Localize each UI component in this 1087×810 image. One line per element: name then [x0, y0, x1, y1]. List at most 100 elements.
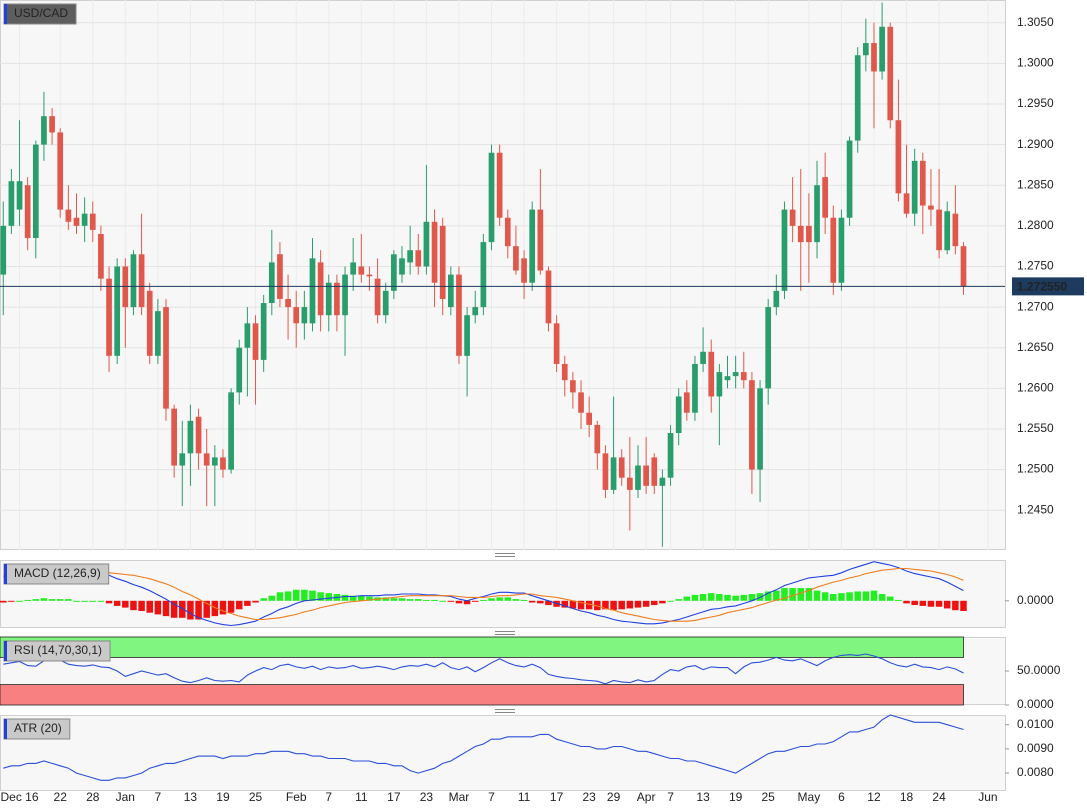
x-tick-label: 25: [249, 790, 263, 804]
candle-body: [285, 298, 291, 308]
candle-body: [203, 453, 210, 466]
histogram-bar: [781, 588, 788, 601]
indicator-line: [3, 567, 964, 622]
x-tick-label: 28: [86, 790, 100, 804]
pane-label-text: RSI (14,70,30,1): [14, 643, 102, 657]
histogram-bar: [455, 600, 463, 604]
candle-body: [854, 55, 861, 141]
y-tick-label: 0.0000: [1017, 593, 1054, 607]
histogram-bar: [740, 594, 748, 601]
y-tick-label: 0.0080: [1017, 765, 1054, 779]
candle-body: [700, 351, 706, 364]
histogram-bar: [349, 595, 357, 601]
histogram-bar: [585, 600, 593, 610]
histogram-bar: [659, 600, 666, 604]
candle-body: [919, 160, 926, 206]
candle-body: [797, 225, 804, 243]
histogram-bar: [480, 599, 487, 601]
candle-body: [480, 242, 487, 308]
candle-body: [244, 323, 251, 348]
x-tick-label: 7: [155, 790, 162, 804]
candle-body: [439, 225, 446, 299]
candle-body: [488, 152, 495, 243]
histogram-bar: [358, 595, 365, 601]
candle-body: [838, 217, 845, 283]
histogram-bar: [707, 593, 715, 601]
candle-body: [749, 380, 755, 470]
candle-body: [887, 26, 894, 121]
candle-body: [89, 213, 96, 230]
histogram-bar: [366, 596, 373, 601]
candle-body: [456, 274, 462, 356]
histogram-bar: [179, 600, 186, 618]
candle-body: [350, 262, 357, 275]
y-tick-label: 0.0000: [1017, 697, 1054, 711]
x-tick-label: 17: [387, 790, 401, 804]
histogram-bar: [830, 594, 837, 601]
pane-label: MACD (12,26,9): [3, 563, 110, 585]
candle-body: [447, 274, 454, 308]
candle-body: [431, 221, 438, 283]
histogram-bar: [138, 600, 145, 611]
histogram-bar: [846, 592, 853, 601]
candle-body: [814, 185, 820, 243]
y-tick-label: 50.0000: [1017, 663, 1061, 677]
histogram-bar: [797, 588, 804, 601]
histogram-bar: [187, 600, 194, 620]
histogram-bar: [431, 599, 438, 601]
histogram-bar: [8, 600, 15, 602]
histogram-bar: [73, 600, 80, 602]
pane-grip[interactable]: [495, 553, 515, 713]
histogram-bar: [341, 594, 349, 601]
candle-body: [944, 211, 951, 251]
candle-body: [960, 246, 967, 287]
y-tick-label: 1.2800: [1017, 218, 1054, 232]
histogram-bar: [113, 600, 121, 606]
candle-body: [342, 274, 348, 316]
candle-body: [545, 270, 552, 324]
x-tick-label: 11: [355, 790, 368, 804]
candle-body: [407, 250, 413, 263]
candle-body: [301, 307, 308, 324]
candle-body: [195, 416, 202, 454]
pane-label-text: ATR (20): [14, 721, 62, 735]
histogram-bar: [154, 600, 162, 615]
candle-body: [806, 225, 812, 243]
x-tick-label: 29: [607, 790, 621, 804]
y-tick-label: 1.2950: [1017, 96, 1054, 110]
candle-body: [537, 209, 544, 271]
last-price-label: 1.272550: [1017, 280, 1067, 294]
candle-body: [692, 363, 698, 413]
candle-body: [675, 396, 682, 434]
candle-body: [635, 465, 641, 490]
candle-body: [732, 372, 739, 377]
candle-body: [391, 254, 397, 291]
x-tick-label: 13: [696, 790, 710, 804]
candle-body: [73, 217, 80, 226]
macd-pane: [0, 560, 1006, 628]
histogram-bar: [292, 589, 300, 601]
histogram-bar: [887, 596, 894, 601]
candle-body: [138, 254, 145, 308]
histogram-bar: [390, 598, 398, 601]
histogram-bar: [610, 600, 617, 611]
candle-body: [879, 26, 885, 72]
histogram-bar: [952, 600, 959, 611]
candle-body: [765, 307, 772, 389]
histogram-bar: [211, 600, 219, 617]
candle-body: [325, 282, 332, 316]
histogram-bar: [919, 600, 927, 606]
candle-body: [252, 323, 259, 360]
histogram-bar: [667, 600, 674, 602]
candle-body: [8, 181, 15, 226]
pane-label-strip: [4, 4, 7, 24]
candle-body: [220, 457, 226, 470]
candle-body: [553, 323, 560, 364]
histogram-bar: [317, 592, 324, 601]
candle-body: [16, 181, 23, 210]
pane-label: USD/CAD: [3, 3, 77, 25]
histogram-bar: [821, 592, 829, 601]
